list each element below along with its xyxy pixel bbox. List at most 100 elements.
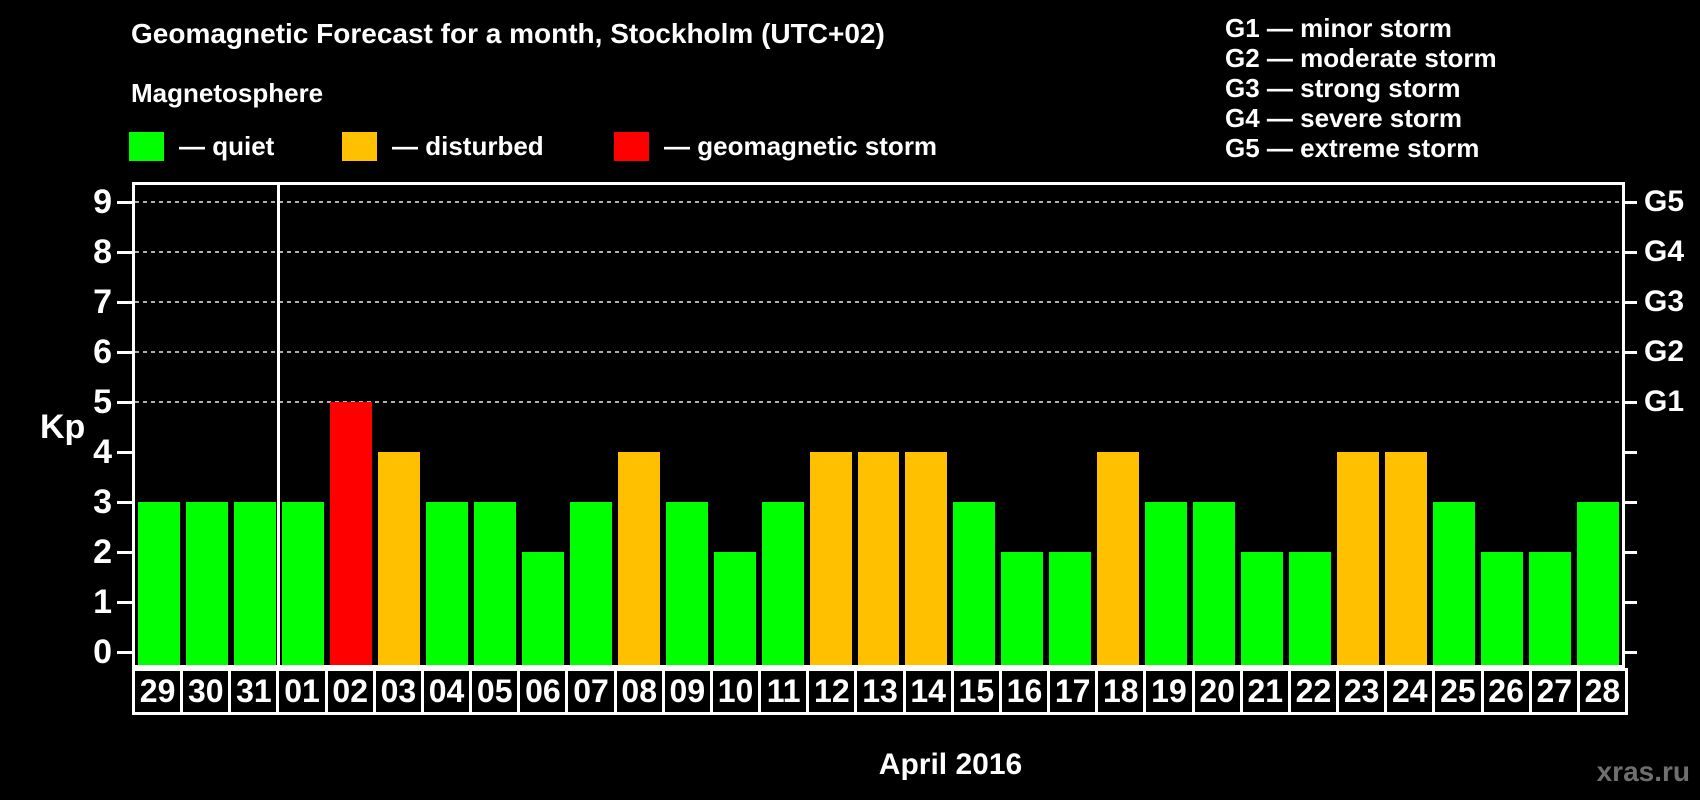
y-axis-tick — [117, 451, 132, 454]
kp-bar-day-31 — [233, 502, 276, 665]
right-axis-tick — [1622, 601, 1637, 604]
kp-bar-day-01 — [281, 502, 324, 665]
kp-bar-day-12 — [809, 452, 852, 665]
legend-label: — disturbed — [392, 131, 544, 161]
kp-bar-day-13 — [857, 452, 900, 665]
day-cell: 11 — [758, 668, 810, 715]
kp-bar-day-14 — [905, 452, 948, 665]
kp-bar-day-09 — [665, 502, 708, 665]
magnetosphere-label: Magnetosphere — [131, 78, 324, 108]
storm-scale-legend: G1 — minor storm G2 — moderate storm G3 … — [1225, 13, 1497, 163]
month-label: April 2016 — [878, 748, 1023, 781]
storm-color-swatch — [614, 132, 649, 161]
day-cell: 07 — [565, 668, 617, 715]
plot-area: 0 1 2 3 4 5 6 7 8 9 G1 G2 G3 G4 G5 — [93, 182, 1684, 671]
y-axis-tick-label: 0 — [93, 633, 112, 671]
y-axis-tick-label: 7 — [93, 283, 112, 321]
day-cell: 28 — [1576, 668, 1628, 715]
storm-scale-g2: G2 — moderate storm — [1225, 43, 1497, 73]
y-axis-tick-label: 2 — [93, 533, 112, 571]
right-axis-tick — [1622, 551, 1637, 554]
day-cell: 26 — [1480, 668, 1532, 715]
kp-bar-day-04 — [425, 502, 468, 665]
y-axis-tick-label: 6 — [93, 333, 112, 371]
g-scale-label: G3 — [1644, 285, 1685, 318]
right-axis-tick — [1622, 401, 1637, 404]
y-axis-tick — [117, 651, 132, 654]
day-cell: 20 — [1191, 668, 1243, 715]
day-cell: 19 — [1143, 668, 1195, 715]
kp-bar-day-19 — [1145, 502, 1188, 665]
day-cell: 30 — [180, 668, 232, 715]
right-axis-tick — [1622, 301, 1637, 304]
y-axis-tick — [117, 351, 132, 354]
day-cell: 21 — [1239, 668, 1291, 715]
day-cell: 15 — [950, 668, 1002, 715]
kp-bar-day-08 — [617, 452, 660, 665]
y-axis-tick — [117, 401, 132, 404]
kp-bar-day-16 — [1001, 552, 1044, 665]
y-axis-tick — [117, 601, 132, 604]
day-cell: 02 — [324, 668, 376, 715]
quiet-color-swatch — [129, 132, 164, 161]
storm-scale-g4: G4 — severe storm — [1225, 103, 1463, 133]
right-axis-tick — [1622, 651, 1637, 654]
kp-bar-day-26 — [1481, 552, 1524, 665]
day-cell: 18 — [1095, 668, 1147, 715]
right-axis-tick — [1622, 351, 1637, 354]
storm-scale-g5: G5 — extreme storm — [1225, 133, 1480, 163]
kp-bar-day-24 — [1385, 452, 1428, 665]
gridline-kp7 — [135, 301, 1622, 303]
y-axis-tick-label: 8 — [93, 233, 112, 271]
kp-bar-day-28 — [1577, 502, 1619, 665]
day-cell: 06 — [517, 668, 569, 715]
day-cell: 29 — [132, 668, 184, 715]
day-cell: 08 — [613, 668, 665, 715]
day-cell: 16 — [998, 668, 1051, 715]
legend-label: — geomagnetic storm — [664, 131, 938, 161]
day-cell: 10 — [709, 668, 762, 715]
gridline-kp5 — [135, 401, 1622, 403]
y-axis-tick-label: 1 — [93, 583, 112, 621]
right-axis-tick — [1622, 251, 1637, 254]
chart-title: Geomagnetic Forecast for a month, Stockh… — [131, 18, 885, 49]
y-axis-tick — [117, 251, 132, 254]
g-scale-label: G4 — [1644, 235, 1685, 268]
kp-bar-day-23 — [1337, 452, 1380, 665]
day-cell: 24 — [1384, 668, 1436, 715]
y-axis-tick-label: 9 — [93, 183, 112, 221]
kp-bar-day-10 — [713, 552, 756, 665]
kp-bar-day-05 — [473, 502, 516, 665]
y-axis-tick — [117, 201, 132, 204]
watermark: xras.ru — [1596, 756, 1690, 787]
day-cell: 31 — [228, 668, 280, 715]
kp-bar-day-07 — [569, 502, 612, 665]
y-axis-tick — [117, 301, 132, 304]
kp-bar-day-06 — [521, 552, 564, 665]
day-cell: 03 — [372, 668, 424, 715]
kp-bar-day-27 — [1529, 552, 1572, 665]
day-cell: 01 — [276, 668, 328, 715]
storm-scale-g3: G3 — strong storm — [1225, 73, 1461, 103]
day-cell: 13 — [854, 668, 906, 715]
y-axis-tick — [117, 551, 132, 554]
day-cell: 22 — [1287, 668, 1340, 715]
kp-bar-day-11 — [761, 502, 804, 665]
month-separator-line — [277, 185, 281, 665]
y-axis-tick — [117, 501, 132, 504]
y-axis-tick-label: 4 — [93, 433, 112, 471]
storm-scale-g1: G1 — minor storm — [1225, 13, 1452, 43]
kp-bar-day-17 — [1049, 552, 1092, 665]
right-axis-tick — [1622, 201, 1637, 204]
day-cell: 14 — [902, 668, 954, 715]
g-scale-label: G1 — [1644, 385, 1685, 418]
gridline-kp9 — [135, 201, 1622, 203]
legend-label: — quiet — [179, 131, 275, 161]
day-cell: 23 — [1336, 668, 1388, 715]
kp-bar-day-21 — [1241, 552, 1284, 665]
disturbed-color-swatch — [342, 132, 377, 161]
kp-bar-day-20 — [1193, 502, 1236, 665]
gridline-kp6 — [135, 351, 1622, 353]
kp-bar-day-02 — [329, 402, 372, 665]
